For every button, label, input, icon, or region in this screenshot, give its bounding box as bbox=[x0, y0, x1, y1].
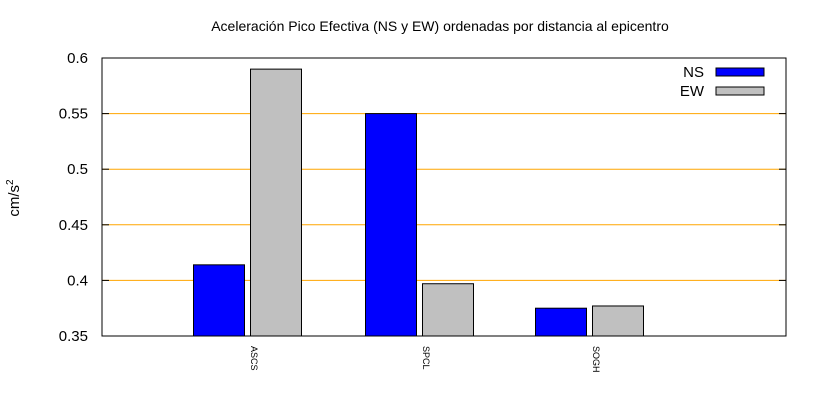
y-tick-label: 0.5 bbox=[67, 161, 88, 178]
y-axis-label-base: cm/s bbox=[6, 185, 23, 217]
bar-ew-ascs bbox=[250, 68, 302, 337]
bar-ns-ascs bbox=[193, 264, 245, 337]
y-tick-label: 0.4 bbox=[67, 272, 88, 289]
x-tick-label: ASCS bbox=[249, 346, 259, 371]
y-axis-ticks: 0.35 0.4 0.45 0.5 0.55 0.6 bbox=[59, 50, 786, 345]
bar-ns-sogh bbox=[535, 307, 587, 337]
y-tick-label: 0.45 bbox=[59, 217, 88, 234]
bar-ew-spcl bbox=[422, 283, 474, 337]
x-axis-labels: ASCS SPCL SOGH bbox=[249, 346, 601, 373]
bar-ns-spcl bbox=[365, 113, 417, 337]
bar-ew-sogh bbox=[592, 305, 644, 337]
bars bbox=[193, 68, 644, 337]
x-tick-label: SOGH bbox=[591, 346, 601, 373]
y-tick-label: 0.55 bbox=[59, 106, 88, 123]
x-tick-label: SPCL bbox=[421, 346, 431, 370]
legend-label-ew: EW bbox=[680, 83, 705, 100]
y-tick-label: 0.6 bbox=[67, 50, 88, 67]
y-tick-label: 0.35 bbox=[59, 328, 88, 345]
legend-label-ns: NS bbox=[683, 64, 704, 81]
legend-swatch-ns bbox=[715, 67, 765, 77]
legend: NS EW bbox=[680, 64, 765, 100]
y-axis-label: cm/s2 bbox=[5, 179, 23, 217]
y-axis-label-superscript: 2 bbox=[5, 179, 16, 185]
plot-frame bbox=[101, 57, 787, 337]
legend-swatch-ew bbox=[715, 86, 765, 96]
y-gridlines bbox=[102, 113, 786, 281]
chart-title: Aceleración Pico Efectiva (NS y EW) orde… bbox=[211, 18, 669, 34]
